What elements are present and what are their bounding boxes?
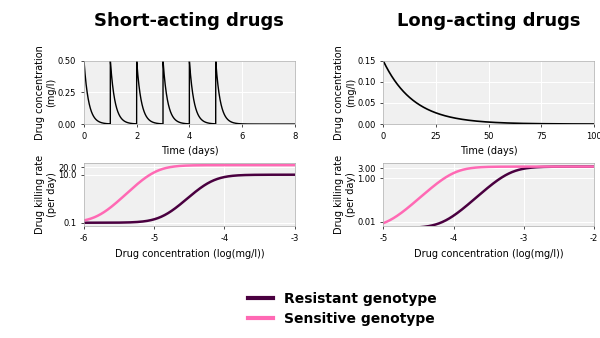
X-axis label: Drug concentration (log(mg/l)): Drug concentration (log(mg/l)) (414, 249, 563, 259)
Y-axis label: Drug killing rate
(per day): Drug killing rate (per day) (35, 155, 56, 235)
Y-axis label: Drug concentration
(mg/l): Drug concentration (mg/l) (334, 45, 356, 140)
Text: Long-acting drugs: Long-acting drugs (397, 13, 580, 30)
X-axis label: Time (days): Time (days) (161, 146, 218, 156)
Y-axis label: Drug killing rate
(per day): Drug killing rate (per day) (334, 155, 356, 235)
Legend: Resistant genotype, Sensitive genotype: Resistant genotype, Sensitive genotype (242, 286, 442, 331)
X-axis label: Time (days): Time (days) (460, 146, 517, 156)
Y-axis label: Drug concentration
(mg/l): Drug concentration (mg/l) (35, 45, 56, 140)
Text: Short-acting drugs: Short-acting drugs (94, 13, 284, 30)
X-axis label: Drug concentration (log(mg/l)): Drug concentration (log(mg/l)) (115, 249, 264, 259)
